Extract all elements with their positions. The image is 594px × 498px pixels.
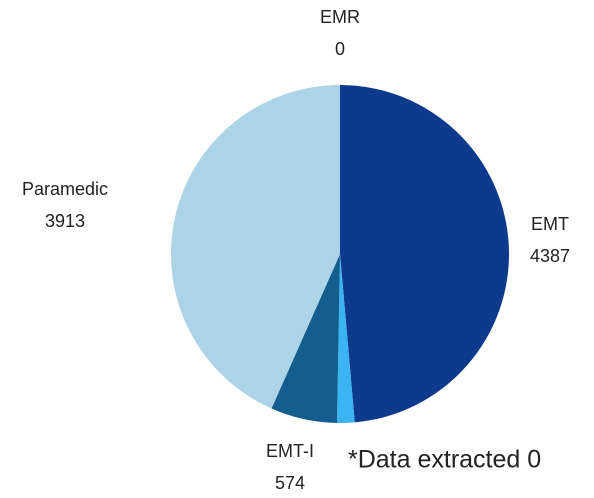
pie-slice: [336, 254, 355, 423]
slice-label: EMR: [320, 7, 360, 27]
pie-slice: [170, 85, 340, 409]
slice-value: 3913: [45, 211, 85, 231]
slice-label: EMT-I: [266, 441, 314, 461]
slice-value: 4387: [530, 246, 570, 266]
slice-label: Paramedic: [22, 179, 108, 199]
pie-slice: [271, 254, 340, 423]
pie-slice: [340, 85, 510, 423]
annotation: *Data extracted 0: [348, 446, 541, 474]
slice-value: 0: [335, 39, 345, 59]
slice-label: EMT: [531, 214, 569, 234]
slice-value: 574: [275, 473, 305, 493]
